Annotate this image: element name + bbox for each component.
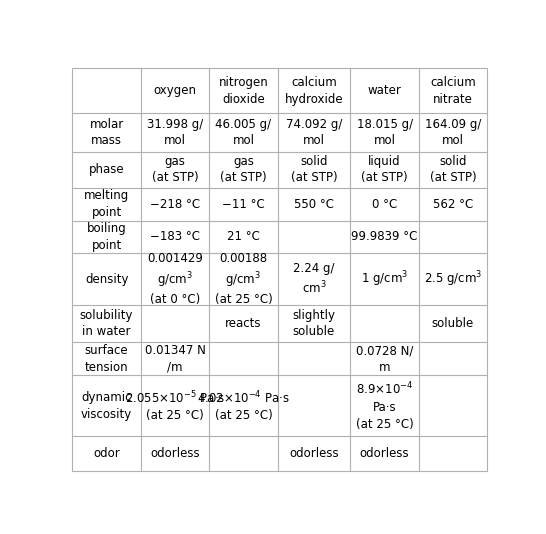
Text: 0.00188
g/cm$^3$
(at 25 °C): 0.00188 g/cm$^3$ (at 25 °C) [215,252,272,306]
Text: liquid
(at STP): liquid (at STP) [361,155,408,184]
Text: dynamic
viscosity: dynamic viscosity [81,391,132,421]
Text: nitrogen
dioxide: nitrogen dioxide [218,76,268,106]
Text: 31.998 g/
mol: 31.998 g/ mol [147,118,203,147]
Text: 99.9839 °C: 99.9839 °C [352,231,418,244]
Text: −183 °C: −183 °C [150,231,200,244]
Text: 1 g/cm$^3$: 1 g/cm$^3$ [361,269,408,289]
Text: 164.09 g/
mol: 164.09 g/ mol [425,118,481,147]
Text: surface
tension: surface tension [85,344,128,374]
Text: 0.001429
g/cm$^3$
(at 0 °C): 0.001429 g/cm$^3$ (at 0 °C) [147,252,203,306]
Text: odorless: odorless [150,447,200,460]
Text: 2.5 g/cm$^3$: 2.5 g/cm$^3$ [424,269,482,289]
Text: 21 °C: 21 °C [227,231,260,244]
Text: 46.005 g/
mol: 46.005 g/ mol [215,118,271,147]
Text: 8.9×10$^{-4}$
Pa·s
(at 25 °C): 8.9×10$^{-4}$ Pa·s (at 25 °C) [356,381,413,430]
Text: 2.24 g/
cm$^3$: 2.24 g/ cm$^3$ [293,262,335,296]
Text: solid
(at STP): solid (at STP) [430,155,476,184]
Text: gas
(at STP): gas (at STP) [220,155,267,184]
Text: 550 °C: 550 °C [294,198,334,210]
Text: slightly
soluble: slightly soluble [293,309,335,339]
Text: 0.0728 N/
m: 0.0728 N/ m [356,344,413,374]
Text: oxygen: oxygen [153,84,197,97]
Text: −11 °C: −11 °C [222,198,265,210]
Text: 4.02×10$^{-4}$ Pa·s
(at 25 °C): 4.02×10$^{-4}$ Pa·s (at 25 °C) [197,389,290,422]
Text: melting
point: melting point [84,190,129,219]
Text: 0.01347 N
/m: 0.01347 N /m [145,344,205,374]
Text: solid
(at STP): solid (at STP) [290,155,337,184]
Text: calcium
nitrate: calcium nitrate [430,76,476,106]
Text: reacts: reacts [225,317,262,330]
Text: density: density [85,273,128,286]
Text: odorless: odorless [360,447,410,460]
Text: boiling
point: boiling point [87,222,127,252]
Text: 562 °C: 562 °C [433,198,473,210]
Text: solubility
in water: solubility in water [80,309,133,339]
Text: 0 °C: 0 °C [372,198,397,210]
Text: 74.092 g/
mol: 74.092 g/ mol [286,118,342,147]
Text: gas
(at STP): gas (at STP) [152,155,198,184]
Text: molar
mass: molar mass [90,118,124,147]
Text: 18.015 g/
mol: 18.015 g/ mol [357,118,413,147]
Text: 2.055×10$^{-5}$ Pa·s
(at 25 °C): 2.055×10$^{-5}$ Pa·s (at 25 °C) [125,389,225,422]
Text: phase: phase [89,163,124,176]
Text: soluble: soluble [432,317,474,330]
Text: odorless: odorless [289,447,339,460]
Text: odor: odor [93,447,120,460]
Text: water: water [367,84,401,97]
Text: −218 °C: −218 °C [150,198,200,210]
Text: calcium
hydroxide: calcium hydroxide [284,76,343,106]
